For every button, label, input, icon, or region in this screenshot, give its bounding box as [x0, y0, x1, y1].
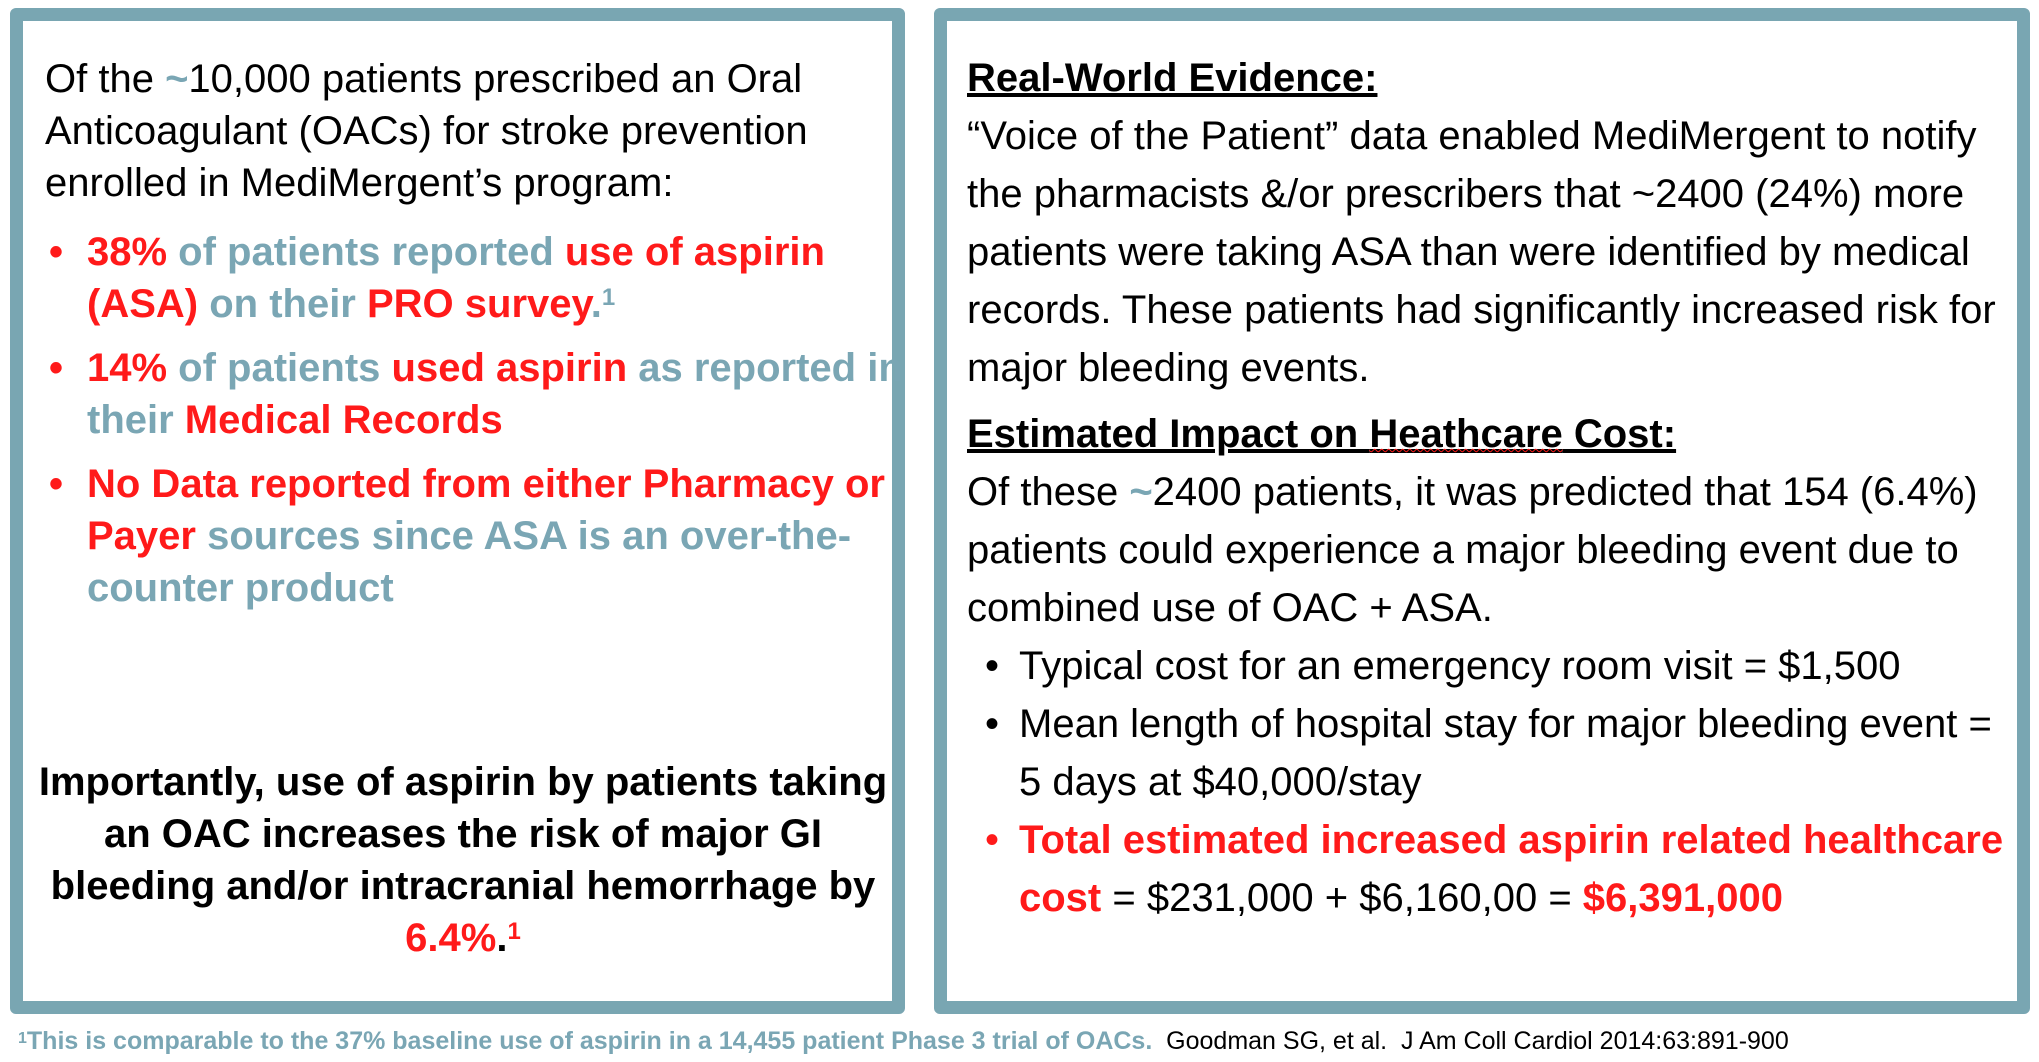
bullet-highlight: use of aspirin (ASA) [87, 230, 825, 326]
hospital-stay-text: Mean length of hospital stay for major b… [1019, 702, 1992, 804]
footnote-citation: Goodman SG, et al. J Am Coll Cardiol 201… [1152, 1027, 1789, 1055]
bullet-highlight: PRO survey [366, 282, 591, 326]
conclusion-statement: Importantly, use of aspirin by patients … [33, 756, 893, 964]
bullet-icon: • [49, 230, 64, 274]
bullet-text: of patients [167, 346, 392, 390]
footnote: 1This is comparable to the 37% baseline … [18, 1024, 2028, 1058]
bullet-text: of patients reported [167, 230, 565, 274]
footnote-marker: 1 [601, 284, 616, 311]
misspelled-word: Heathcare [1369, 412, 1563, 456]
intro-paragraph: Of the ~10,000 patients prescribed an Or… [45, 53, 905, 209]
impact-heading-end: Cost: [1562, 412, 1677, 456]
conclusion-end: . [496, 916, 508, 960]
impact-tilde: ~ [1129, 470, 1153, 514]
bullet-text: . [590, 282, 602, 326]
bullet-highlight: used aspirin [391, 346, 628, 390]
impact-heading-start: Estimated Impact on [967, 412, 1370, 456]
bullet-highlight: No Data reported from either Pharmacy or… [87, 462, 885, 558]
impact-heading: Estimated Impact on Heathcare Cost: [967, 405, 2017, 463]
total-value: $6,391,000 [1582, 876, 1783, 920]
bullet-icon: • [985, 644, 1000, 688]
evidence-heading: Real-World Evidence: [967, 56, 1378, 100]
list-item: • 38% of patients reported use of aspiri… [45, 226, 905, 330]
bullet-text: as reported in their [87, 346, 903, 442]
aspirin-findings-list: • 38% of patients reported use of aspiri… [45, 226, 905, 626]
conclusion-text: Importantly, use of aspirin by patients … [38, 760, 888, 908]
total-label: Total estimated increased aspirin relate… [1019, 818, 2004, 920]
conclusion-highlight: 6.4% [405, 916, 497, 960]
impact-text-end: 2400 patients, it was predicted that 154… [967, 470, 1978, 630]
er-cost-text: Typical cost for an emergency room visit… [1019, 644, 1901, 688]
cost-list: • Typical cost for an emergency room vis… [967, 637, 2017, 927]
bullet-icon: • [49, 346, 64, 390]
evidence-text: “Voice of the Patient” data enabled Medi… [967, 114, 1996, 390]
footnote-text: This is comparable to the 37% baseline u… [26, 1027, 1153, 1055]
bullet-icon: • [49, 462, 64, 506]
bullet-text: on their [198, 282, 367, 326]
stat-38: 38% [87, 230, 168, 274]
intro-text-start: Of the [45, 57, 166, 101]
right-content: Real-World Evidence: “Voice of the Patie… [967, 49, 2017, 927]
list-item: • Total estimated increased aspirin rela… [981, 811, 2017, 927]
list-item: • Typical cost for an emergency room vis… [981, 637, 2017, 695]
left-panel: Of the ~10,000 patients prescribed an Or… [10, 8, 905, 1014]
footnote-marker: 1 [18, 1030, 27, 1047]
right-panel: Real-World Evidence: “Voice of the Patie… [934, 8, 2030, 1014]
intro-text-end: 10,000 patients prescribed an Oral Antic… [45, 57, 808, 205]
list-item: • No Data reported from either Pharmacy … [45, 458, 905, 614]
impact-text: Of these ~2400 patients, it was predicte… [967, 463, 2017, 637]
intro-tilde: ~ [165, 57, 189, 101]
list-item: • 14% of patients used aspirin as report… [45, 342, 905, 446]
bullet-highlight: Medical Records [184, 398, 503, 442]
section-spacer [967, 397, 2017, 405]
bullet-icon: • [985, 702, 1000, 746]
bullet-text: sources since ASA is an over-the-counter… [87, 514, 852, 610]
stat-14: 14% [87, 346, 168, 390]
impact-text-start: Of these [967, 470, 1130, 514]
total-formula: = $231,000 + $6,160,00 = [1101, 876, 1583, 920]
footnote-marker: 1 [507, 918, 521, 945]
bullet-icon: • [985, 818, 1000, 862]
list-item: • Mean length of hospital stay for major… [981, 695, 2017, 811]
